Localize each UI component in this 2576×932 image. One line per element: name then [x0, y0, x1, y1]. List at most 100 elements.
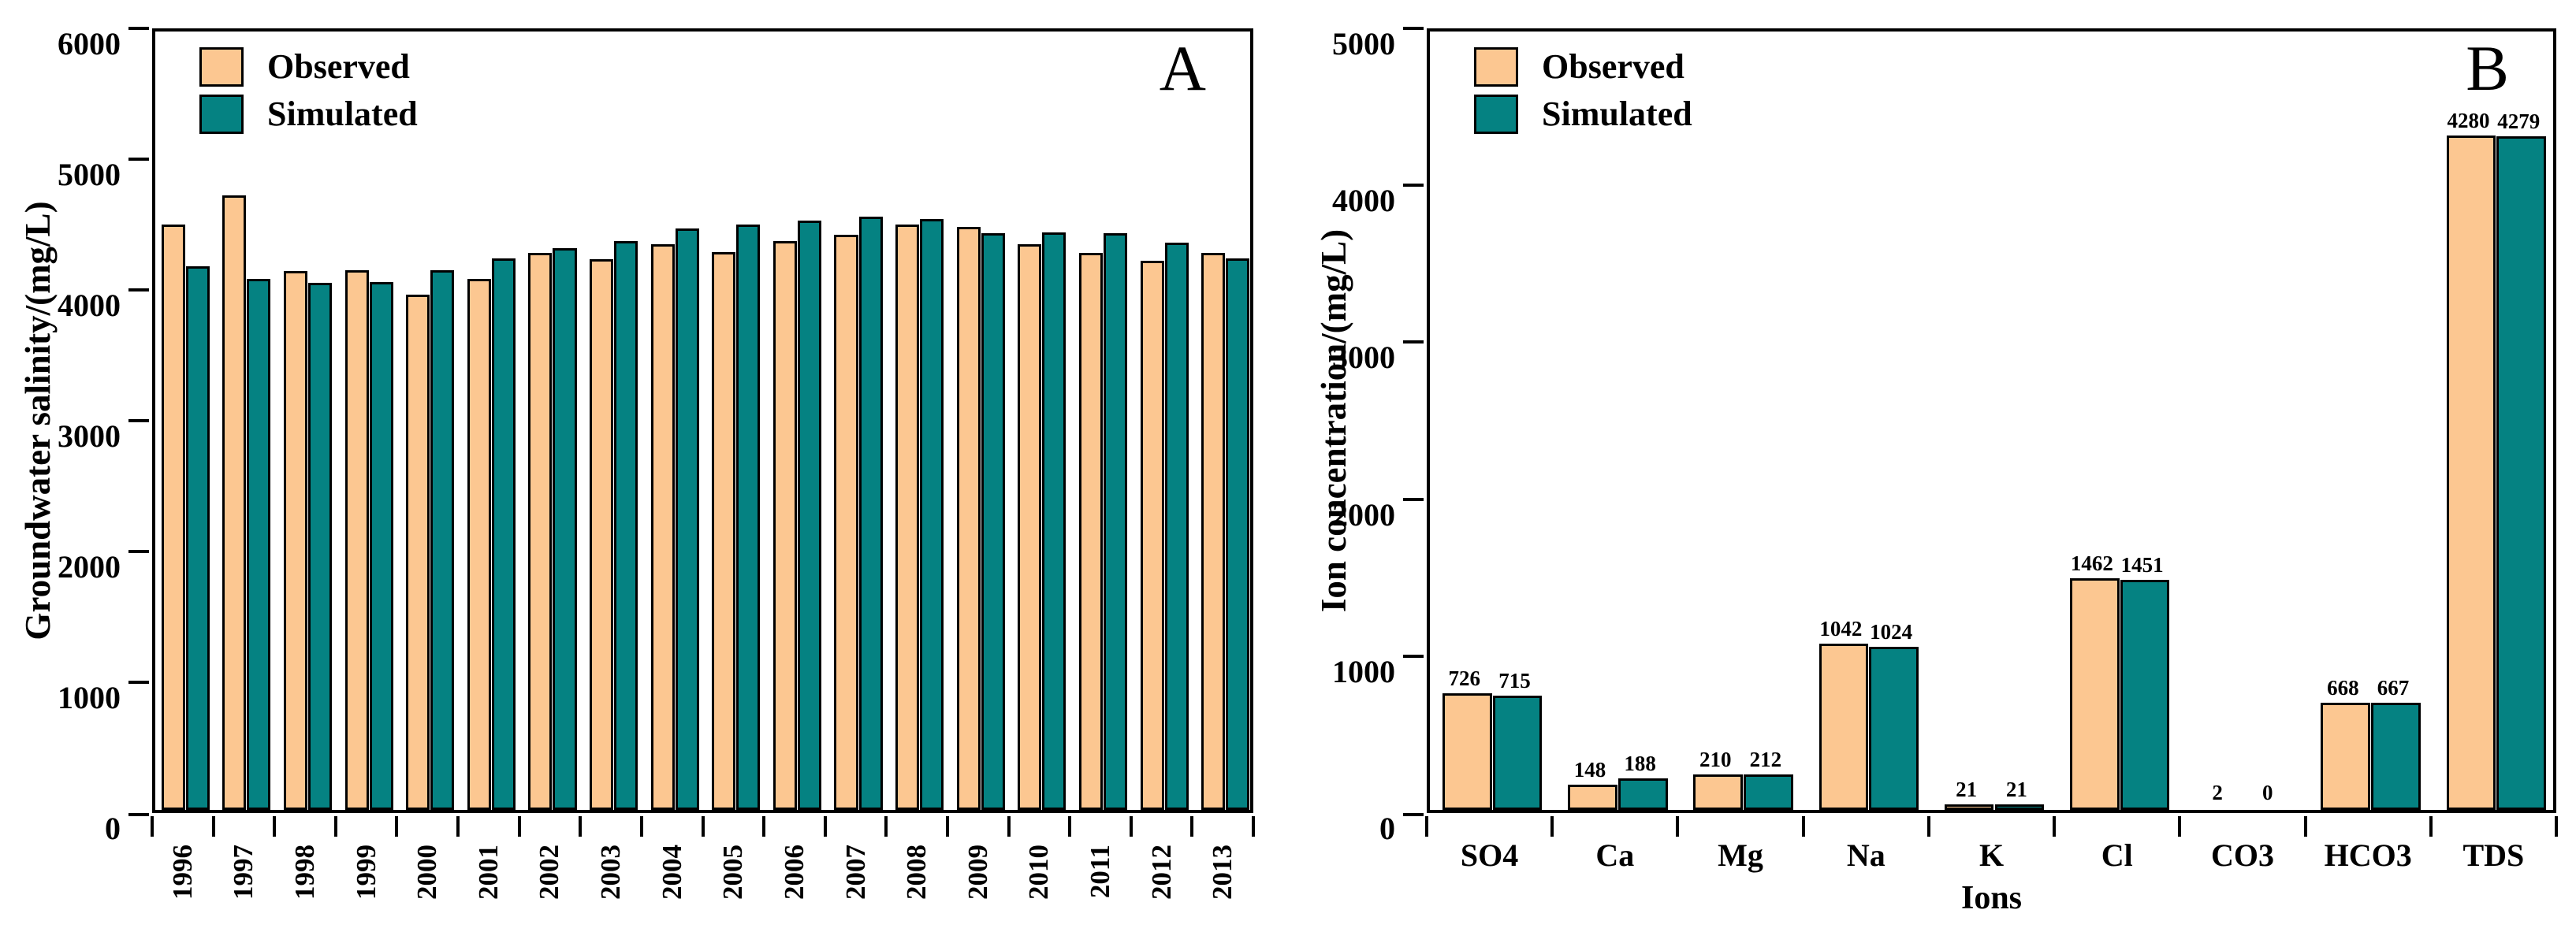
y-tick-mark: [1403, 27, 1424, 30]
x-tick-mark: [823, 816, 827, 837]
x-tick-mark: [1129, 816, 1133, 837]
observed-color-swatch: [1474, 47, 1518, 87]
bar-observed-2010: [1018, 243, 1042, 810]
value-label-observed-K: 21: [1956, 777, 1978, 801]
legend-label-simulated: Simulated: [267, 95, 418, 133]
x-tick-mark: [1926, 816, 1930, 837]
x-tick-mark: [2555, 816, 2558, 837]
chart-b-y-axis-ticks: 0 1000 2000 3000 4000 5000: [1332, 27, 2556, 845]
legend-item-observed: Observed: [1474, 47, 1692, 87]
x-tick-mark: [1190, 816, 1194, 837]
bar-simulated-1998: [308, 283, 333, 810]
bar-observed-2005: [712, 251, 736, 810]
bar-observed-SO4: [1442, 693, 1492, 810]
panel-label-b: B: [2466, 32, 2509, 104]
value-label-simulated-Ca: 188: [1624, 751, 1656, 775]
bar-simulated-2004: [675, 228, 699, 810]
bar-simulated-2010: [1042, 232, 1067, 810]
bar-simulated-2013: [1226, 258, 1250, 810]
chart-b-y-axis-title: Ion concentration/(mg/L): [1314, 228, 1353, 613]
x-tick-mark: [1068, 816, 1072, 837]
chart-a-y-axis-ticks: 0 1000 2000 3000 4000 5000 6000: [58, 27, 1253, 845]
bar-simulated-2008: [920, 219, 944, 810]
bar-simulated-2007: [858, 216, 883, 810]
chart-a-salinity: Groundwater salinity/(mg/L) 0 1000 2000 300…: [18, 27, 1255, 900]
y-tick-mark: [128, 550, 149, 554]
bar-observed-2001: [467, 279, 491, 810]
chart-a-plot-area: 0 1000 2000 3000 4000 5000 6000 1996 1997 1998 19…: [58, 27, 1255, 900]
chart-a-y-axis-title: Groundwater salinity/(mg/L): [18, 201, 58, 641]
x-tick-mark: [1550, 816, 1554, 837]
x-tick-mark: [517, 816, 521, 837]
x-tick-mark: [579, 816, 583, 837]
bar-simulated-Na: [1869, 647, 1919, 810]
bar-observed-1998: [283, 271, 307, 810]
bar-observed-2004: [650, 243, 675, 810]
y-tick-label: 4000: [1332, 183, 1395, 219]
y-tick-mark: [1403, 184, 1424, 188]
bar-simulated-2001: [491, 258, 516, 810]
bar-observed-1997: [222, 195, 247, 810]
chart-b-plot-area: 726 148 210 1042 21 1462 2 668 4280 715 188 212 1024…: [1332, 27, 2558, 916]
y-tick-label: 5000: [1332, 26, 1395, 61]
x-tick-label: Na: [1846, 837, 1885, 873]
value-label-observed-HCO3: 668: [2327, 675, 2359, 700]
x-tick-label: Mg: [1718, 837, 1763, 873]
value-label-simulated-Mg: 212: [1749, 747, 1782, 771]
x-tick-mark: [1252, 816, 1255, 837]
y-tick-label: 6000: [58, 26, 121, 61]
y-tick-label: 5000: [58, 157, 121, 192]
x-tick-mark: [395, 816, 399, 837]
x-tick-mark: [456, 816, 460, 837]
bar-simulated-Cl: [2120, 579, 2170, 810]
bar-simulated-2003: [614, 241, 638, 810]
x-tick-mark: [333, 816, 337, 837]
observed-color-swatch: [199, 47, 244, 87]
value-label-observed-Ca: 148: [1573, 757, 1606, 782]
x-tick-mark: [762, 816, 766, 837]
chart-b-x-axis-title: Ions: [1960, 880, 2023, 916]
y-tick-mark: [1403, 813, 1424, 816]
x-tick-mark: [273, 816, 277, 837]
value-label-observed-TDS: 4280: [2447, 109, 2490, 133]
chart-a-legend: Observed Simulated: [199, 47, 418, 142]
bar-simulated-2009: [981, 233, 1005, 810]
x-tick-label: Cl: [2101, 837, 2133, 873]
x-tick-mark: [211, 816, 215, 837]
y-tick-label: 1000: [1332, 653, 1395, 689]
value-label-observed-CO3: 2: [2212, 780, 2223, 804]
bar-observed-2000: [406, 295, 430, 810]
legend-label-observed: Observed: [267, 47, 410, 86]
y-tick-mark: [128, 27, 149, 30]
x-tick-label: SO4: [1460, 837, 1519, 873]
x-tick-mark: [1425, 816, 1428, 837]
bar-observed-2012: [1140, 261, 1164, 810]
x-tick-mark: [2053, 816, 2057, 837]
value-label-simulated-Cl: 1451: [2120, 552, 2164, 577]
bar-simulated-2012: [1164, 242, 1189, 810]
chart-a-x-axis-ticks: [151, 28, 1255, 837]
bar-observed-Mg: [1693, 774, 1744, 810]
chart-a-bars: [152, 28, 1253, 813]
value-label-simulated-HCO3: 667: [2377, 676, 2410, 700]
x-tick-mark: [884, 816, 888, 837]
value-label-simulated-CO3: 0: [2262, 781, 2273, 804]
bar-observed-2007: [834, 234, 858, 810]
bar-observed-2011: [1078, 253, 1103, 810]
x-tick-mark: [2429, 816, 2433, 837]
x-tick-label: TDS: [2462, 837, 2525, 873]
x-tick-label: CO3: [2210, 837, 2274, 873]
bar-simulated-SO4: [1492, 695, 1543, 810]
x-tick-mark: [151, 816, 154, 837]
bar-observed-2002: [528, 253, 553, 810]
x-tick-label: HCO3: [2324, 837, 2412, 873]
simulated-color-swatch: [1474, 95, 1518, 134]
chart-a-x-axis-labels: 1996 1997 1998 1999 2000 2001 2002 2003 2004 2005…: [166, 845, 1238, 900]
value-label-observed-Mg: 210: [1699, 748, 1732, 772]
x-tick-label: K: [1979, 837, 2005, 873]
bar-observed-2006: [772, 241, 797, 810]
legend-item-simulated: Simulated: [199, 95, 418, 134]
y-tick-mark: [128, 158, 149, 161]
bar-simulated-Mg: [1744, 774, 1793, 810]
